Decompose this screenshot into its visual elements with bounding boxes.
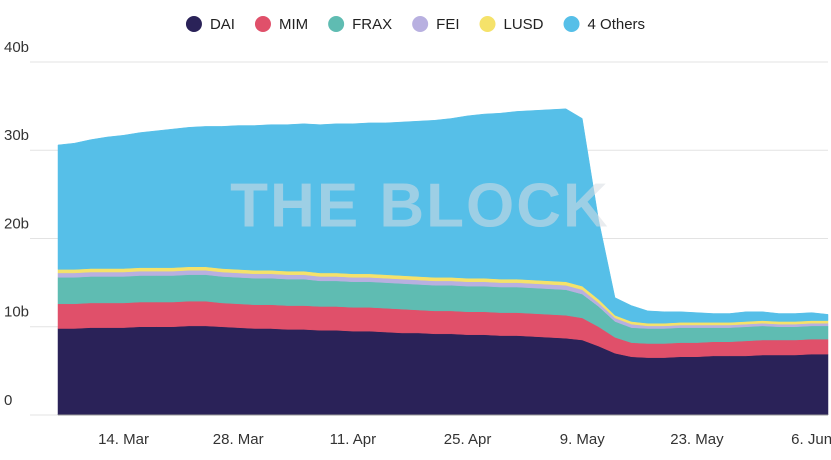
x-tick-label: 28. Mar (213, 431, 264, 448)
legend-marker (328, 16, 345, 32)
legend-marker (185, 16, 202, 32)
legend-marker (479, 16, 496, 32)
x-tick-label: 25. Apr (444, 431, 492, 448)
x-tick-label: 11. Apr (330, 431, 376, 448)
y-tick-label: 0 (4, 392, 12, 409)
legend-label: MIM (279, 16, 308, 33)
area (57, 108, 829, 324)
legend-label: FEI (436, 16, 459, 33)
legend-label: 4 Others (588, 16, 646, 33)
legend-label: LUSD (504, 16, 544, 33)
y-tick-label: 40b (4, 39, 29, 56)
legend-marker (254, 16, 271, 32)
y-tick-label: 10b (4, 304, 29, 321)
x-tick-label: 14. Mar (98, 431, 149, 448)
legend: DAI MIM FRAX FEI LUSD 4 Others (185, 16, 646, 33)
legend-label: DAI (210, 16, 235, 33)
y-tick-label: 20b (4, 215, 29, 232)
legend-label: FRAX (352, 16, 392, 33)
x-tick-label: 6. Jun (791, 431, 831, 448)
y-tick-label: 30b (4, 127, 29, 144)
watermark: THE BLOCK (230, 171, 610, 240)
legend-marker (412, 16, 429, 32)
x-tick-label: 23. May (670, 431, 724, 448)
x-tick-label: 9. May (560, 431, 606, 448)
legend-marker (563, 16, 580, 32)
